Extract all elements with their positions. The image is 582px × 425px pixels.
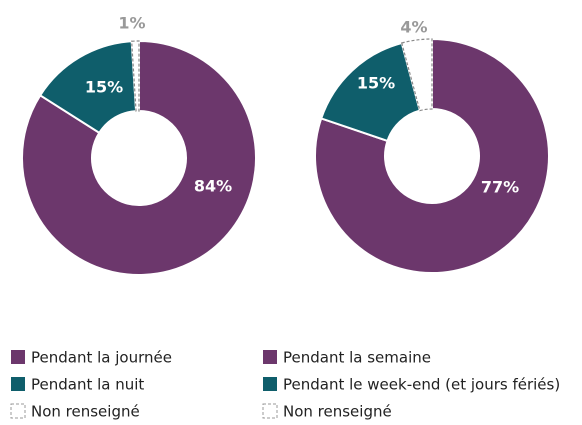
donut-slice [400, 38, 433, 112]
legend-swatch [11, 350, 25, 364]
data-label: 77% [481, 178, 519, 197]
donut-slice [21, 39, 257, 276]
legend-label: Pendant la semaine [283, 349, 431, 367]
legend-label: Pendant la journée [31, 349, 172, 367]
legend-label: Non renseigné [31, 403, 140, 421]
legend-swatch [11, 377, 25, 391]
legend-swatch [263, 377, 277, 391]
donut-slice [38, 40, 138, 135]
data-label: 15% [357, 74, 395, 93]
legend-swatch [263, 350, 277, 364]
data-label: 15% [85, 78, 123, 97]
data-label: 1% [118, 14, 145, 33]
donut-slice [131, 40, 140, 112]
legend-swatch [262, 403, 278, 419]
legend-label: Non renseigné [283, 403, 392, 421]
data-label: 84% [194, 177, 232, 196]
legend-label: Pendant la nuit [31, 376, 144, 394]
data-label: 4% [400, 18, 427, 37]
legend-label: Pendant le week-end (et jours fériés) [283, 376, 560, 394]
donut-slice [314, 37, 550, 274]
legend-swatch [10, 403, 26, 419]
